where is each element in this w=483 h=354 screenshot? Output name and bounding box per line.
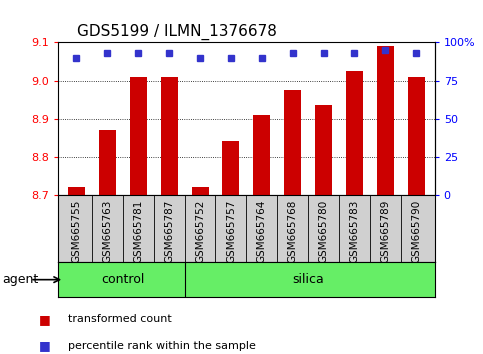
- Bar: [99, 130, 116, 195]
- Bar: [315, 105, 332, 195]
- Bar: [192, 187, 209, 195]
- Bar: [284, 90, 301, 195]
- Text: ■: ■: [39, 339, 50, 353]
- Bar: [346, 71, 363, 195]
- Bar: [68, 187, 85, 195]
- Bar: [130, 77, 147, 195]
- Text: agent: agent: [2, 273, 39, 286]
- Text: GSM665783: GSM665783: [349, 200, 359, 263]
- Text: GDS5199 / ILMN_1376678: GDS5199 / ILMN_1376678: [77, 23, 277, 40]
- Text: GSM665787: GSM665787: [164, 200, 174, 263]
- Bar: [408, 77, 425, 195]
- Text: GSM665752: GSM665752: [195, 200, 205, 263]
- Text: GSM665780: GSM665780: [318, 200, 328, 263]
- Text: GSM665764: GSM665764: [257, 200, 267, 263]
- Text: transformed count: transformed count: [68, 314, 171, 325]
- Bar: [377, 46, 394, 195]
- Text: GSM665763: GSM665763: [102, 200, 113, 263]
- Text: GSM665755: GSM665755: [71, 200, 82, 263]
- Text: GSM665768: GSM665768: [288, 200, 298, 263]
- Bar: [222, 141, 240, 195]
- Text: control: control: [101, 273, 144, 286]
- Text: silica: silica: [292, 273, 324, 286]
- Text: GSM665781: GSM665781: [133, 200, 143, 263]
- Text: GSM665790: GSM665790: [411, 200, 421, 263]
- Bar: [161, 77, 178, 195]
- Text: percentile rank within the sample: percentile rank within the sample: [68, 341, 256, 351]
- Text: GSM665757: GSM665757: [226, 200, 236, 263]
- Bar: [253, 115, 270, 195]
- Text: ■: ■: [39, 313, 50, 326]
- Text: GSM665789: GSM665789: [380, 200, 390, 263]
